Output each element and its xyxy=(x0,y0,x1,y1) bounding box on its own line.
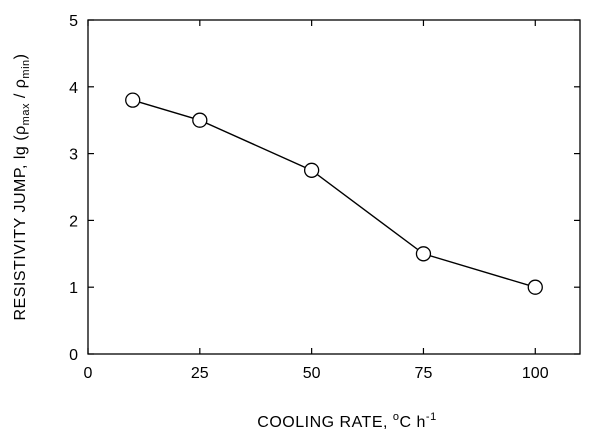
series-group xyxy=(125,92,543,295)
y-axis-title-sub-min: min xyxy=(20,59,32,78)
x-axis-title-unit: C h xyxy=(400,414,426,431)
data-point-marker xyxy=(527,279,543,295)
y-axis-title: RESISTIVITY JUMP, lg (ρmax / ρmin) xyxy=(12,54,32,321)
plot-frame-group xyxy=(87,19,581,355)
x-tick-label: 0 xyxy=(84,365,93,382)
data-point-marker xyxy=(415,246,432,262)
x-tick-label: 100 xyxy=(522,365,549,382)
plot-frame xyxy=(87,19,581,355)
y-tick-label: 1 xyxy=(69,280,78,297)
y-tick-label: 3 xyxy=(69,147,78,164)
data-point-marker xyxy=(192,112,208,128)
y-axis-title-suffix: ) xyxy=(12,54,29,60)
x-axis-title-prefix: COOLING RATE, xyxy=(257,414,393,431)
data-point-marker xyxy=(125,92,141,108)
x-tick-label: 75 xyxy=(415,365,433,382)
y-axis-title-slash: / xyxy=(12,88,29,103)
y-axis-title-prefix: RESISTIVITY JUMP, lg ( xyxy=(12,135,29,321)
ticks-group: 0 25 50 75 100 0 1 2 3 4 5 xyxy=(69,13,580,382)
y-axis-title-rho-min: ρ xyxy=(12,79,29,89)
y-tick-label: 4 xyxy=(69,80,78,97)
y-axis-title-sub-max: max xyxy=(20,103,32,125)
y-tick-label: 5 xyxy=(69,13,78,30)
x-axis-title-degree: o xyxy=(393,411,400,423)
y-axis-title-rho-max: ρ xyxy=(12,125,29,135)
series-line xyxy=(132,99,536,288)
x-tick-label: 50 xyxy=(303,365,321,382)
data-point-marker xyxy=(303,162,320,178)
y-tick-label: 2 xyxy=(69,213,78,230)
x-tick-label: 25 xyxy=(191,365,209,382)
y-tick-label: 0 xyxy=(69,347,78,364)
x-axis-title-exponent: -1 xyxy=(426,411,437,423)
x-axis-title: COOLING RATE, oC h-1 xyxy=(257,411,436,431)
